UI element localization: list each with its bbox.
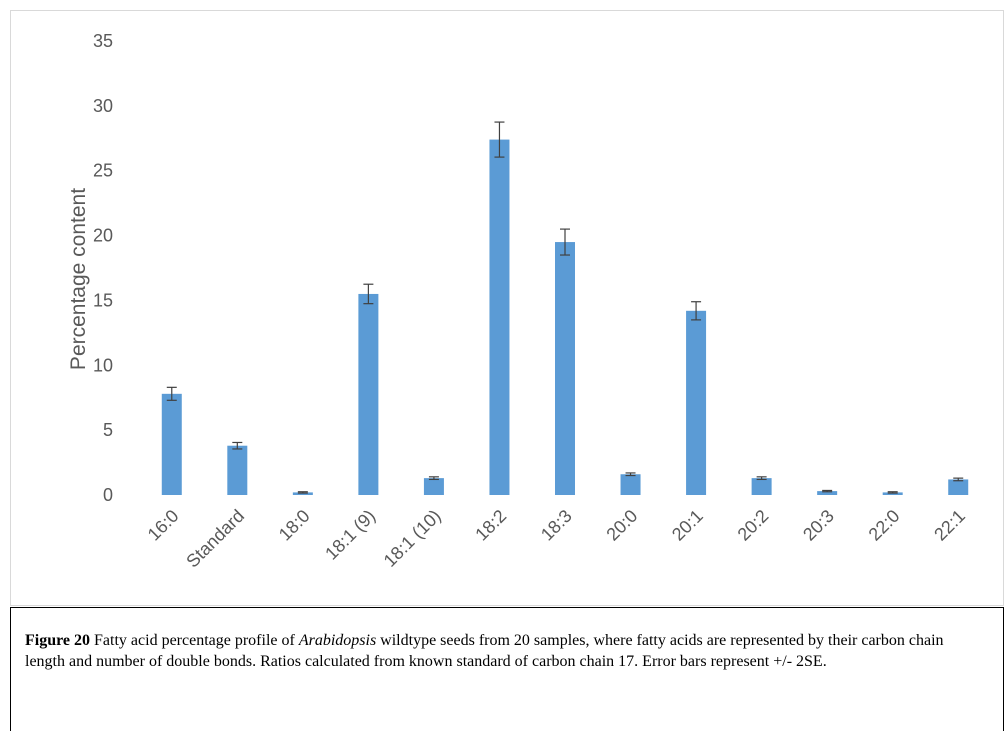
y-tick-label: 15 [93, 290, 113, 310]
y-tick-label: 30 [93, 96, 113, 116]
x-tick-label: 18:1 (9) [321, 506, 379, 564]
caption-text-2: wildtype seeds from 20 samples, where fa… [25, 632, 944, 670]
caption-italic-species: Arabidopsis [298, 632, 377, 649]
bars [161, 139, 969, 495]
y-tick-label: 5 [103, 420, 113, 440]
x-tick-label: 20:2 [734, 506, 773, 545]
x-tick-label: 20:0 [602, 506, 641, 545]
bar-3 [358, 293, 379, 495]
bar-5 [489, 139, 510, 495]
bar-0 [161, 393, 182, 495]
figure-caption: Figure 20 Fatty acid percentage profile … [25, 630, 985, 672]
y-tick-label: 20 [93, 226, 113, 246]
x-tick-label: 16:0 [144, 506, 183, 545]
caption-text-1: Fatty acid percentage profile of [90, 632, 299, 649]
y-tick-label: 10 [93, 355, 113, 375]
figure-caption-box: Figure 20 Fatty acid percentage profile … [10, 607, 1004, 731]
bar-8 [686, 310, 707, 495]
figure-label: Figure 20 [25, 632, 91, 649]
y-axis-title: Percentage content [67, 188, 90, 370]
bar-10 [817, 491, 838, 495]
bar-12 [948, 479, 969, 495]
bar-2 [292, 492, 313, 495]
x-tick-label: 20:3 [799, 506, 838, 545]
bar-7 [620, 474, 641, 495]
x-tick-label: 18:3 [537, 506, 576, 545]
x-tick-label: Standard [182, 506, 248, 572]
x-tick-label: 18:0 [275, 506, 314, 545]
bar-11 [882, 492, 903, 495]
y-tick-label: 35 [93, 31, 113, 51]
bar-chart: Percentage content 0 5 10 15 20 25 30 35 16:0 St… [67, 31, 969, 572]
x-tick-label: 22:0 [865, 506, 904, 545]
bar-6 [555, 242, 575, 495]
y-tick-label: 0 [103, 485, 113, 505]
chart-frame: Percentage content 0 5 10 15 20 25 30 35 16:0 St… [10, 10, 1004, 606]
y-tick-label: 25 [93, 161, 113, 181]
bar-1 [227, 445, 248, 495]
x-axis-ticks: 16:0 Standard 18:0 18:1 (9) 18:1 (10) 18:2 18:… [144, 506, 969, 572]
x-tick-label: 18:1 (10) [380, 506, 445, 571]
bar-9 [751, 478, 772, 495]
x-tick-label: 18:2 [471, 506, 510, 545]
x-tick-label: 20:1 [668, 506, 707, 545]
error-bars [166, 121, 964, 494]
x-tick-label: 22:1 [930, 506, 969, 545]
bar-4 [423, 478, 444, 495]
y-axis-ticks: 0 5 10 15 20 25 30 35 [93, 31, 113, 505]
